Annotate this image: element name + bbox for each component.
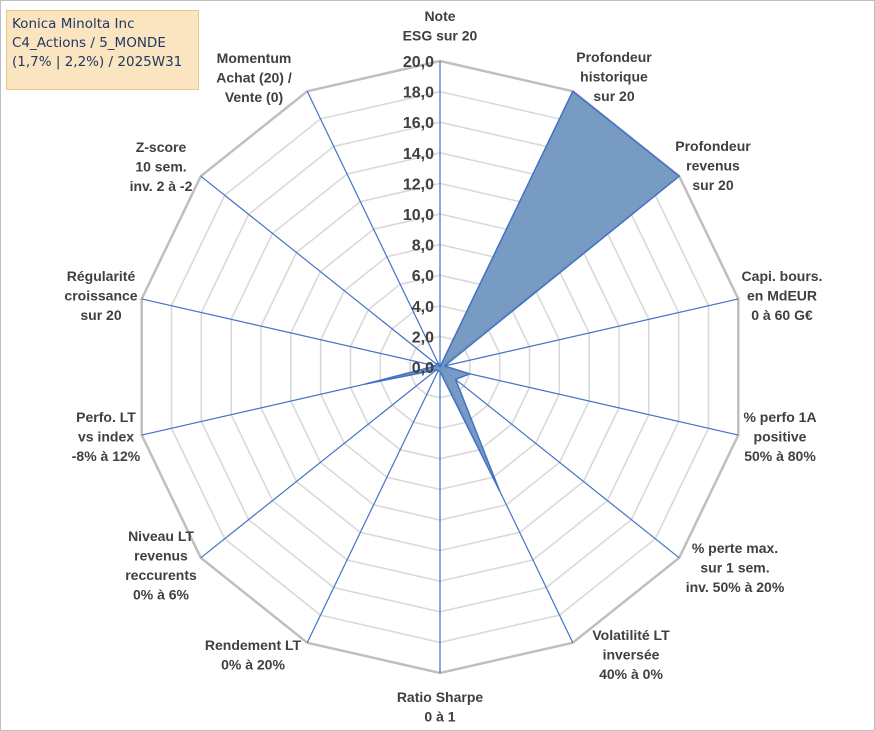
radar-spoke — [200, 175, 441, 368]
radar-tick-label: 18,0 — [403, 85, 434, 102]
radar-spoke — [439, 298, 739, 368]
radar-axis-label: sur 1 sem. — [700, 560, 769, 576]
radar-tick-label: 6,0 — [412, 268, 434, 285]
radar-spoke — [200, 366, 441, 559]
title-line-1: Konica Minolta Inc — [12, 16, 135, 32]
radar-axis-label: Ratio Sharpe — [397, 689, 484, 705]
radar-axis-label: inv. 2 à -2 — [130, 178, 193, 194]
radar-series — [364, 90, 680, 492]
title-line-2: C4_Actions / 5_MONDE — [12, 35, 166, 51]
radar-axis-label: Volatilité LT — [592, 627, 670, 643]
radar-axis-label: 0 à 60 G€ — [751, 307, 813, 323]
radar-axis-label: croissance — [64, 288, 137, 304]
radar-axis-label: 10 sem. — [135, 159, 186, 175]
radar-axis-label: Profondeur — [576, 49, 652, 65]
radar-axis-label: 50% à 80% — [744, 448, 816, 464]
radar-axis-label: sur 20 — [692, 177, 733, 193]
radar-axis-label: historique — [580, 69, 648, 85]
radar-axis-label: % perte max. — [692, 540, 778, 556]
radar-axis-label: revenus — [686, 158, 740, 174]
radar-axis-label: 0% à 20% — [221, 657, 285, 673]
radar-axis-label: Régularité — [67, 268, 136, 284]
radar-axis-label: 0% à 6% — [133, 587, 190, 603]
radar-tick-label: 0,0 — [412, 360, 434, 377]
radar-axis-label: Profondeur — [675, 138, 751, 154]
radar-axis-label: Achat (20) / — [216, 70, 292, 86]
radar-axis-label: revenus — [134, 548, 188, 564]
radar-tick-label: 8,0 — [412, 238, 434, 255]
radar-axis-label: Vente (0) — [225, 89, 283, 105]
radar-spoke — [439, 366, 739, 436]
radar-axis-label: vs index — [78, 429, 134, 445]
radar-axis-label: Momentum — [217, 50, 292, 66]
radar-tick-label: 16,0 — [403, 115, 434, 132]
radar-spoke — [306, 91, 441, 368]
title-line-3: (1,7% | 2,2%) / 2025W31 — [12, 54, 183, 70]
radar-tick-labels: 0,0 2,0 4,0 6,0 8,0 10,0 12,0 14,0 16,0 18,0 20,0 — [403, 54, 434, 377]
radar-spoke — [141, 298, 441, 368]
radar-axis-label: Z-score — [136, 139, 187, 155]
radar-axis-label: ESG sur 20 — [403, 28, 478, 44]
radar-tick-label: 12,0 — [403, 176, 434, 193]
radar-axis-label: positive — [754, 429, 807, 445]
radar-axis-label: en MdEUR — [747, 288, 817, 304]
radar-axis-label: sur 20 — [593, 88, 634, 104]
radar-spoke — [439, 366, 680, 559]
radar-axis-label: 40% à 0% — [599, 666, 663, 682]
radar-axis-label: Perfo. LT — [76, 409, 136, 425]
radar-spoke — [306, 366, 441, 643]
radar-axis-label: Rendement LT — [205, 637, 302, 653]
chart-title-box: Konica Minolta Inc C4_Actions / 5_MONDE … — [6, 10, 199, 90]
radar-tick-label: 2,0 — [412, 329, 434, 346]
radar-axis-labels: Note ESG sur 20 Profondeur historique sur 20… — [64, 8, 822, 725]
radar-tick-label: 4,0 — [412, 299, 434, 316]
radar-axis-label: inv. 50% à 20% — [686, 579, 785, 595]
radar-axis-label: Note — [424, 8, 455, 24]
radar-axis-label: % perfo 1A — [743, 409, 816, 425]
radar-tick-label: 10,0 — [403, 207, 434, 224]
radar-axis-label: Capi. bours. — [742, 268, 823, 284]
radar-tick-label: 20,0 — [403, 54, 434, 71]
radar-axis-label: 0 à 1 — [424, 709, 455, 725]
radar-axis-label: -8% à 12% — [72, 448, 141, 464]
radar-axis-label: reccurents — [125, 567, 197, 583]
radar-axis-label: inversée — [603, 647, 660, 663]
radar-tick-label: 14,0 — [403, 146, 434, 163]
radar-axis-label: Niveau LT — [128, 528, 194, 544]
radar-axis-label: sur 20 — [80, 307, 121, 323]
